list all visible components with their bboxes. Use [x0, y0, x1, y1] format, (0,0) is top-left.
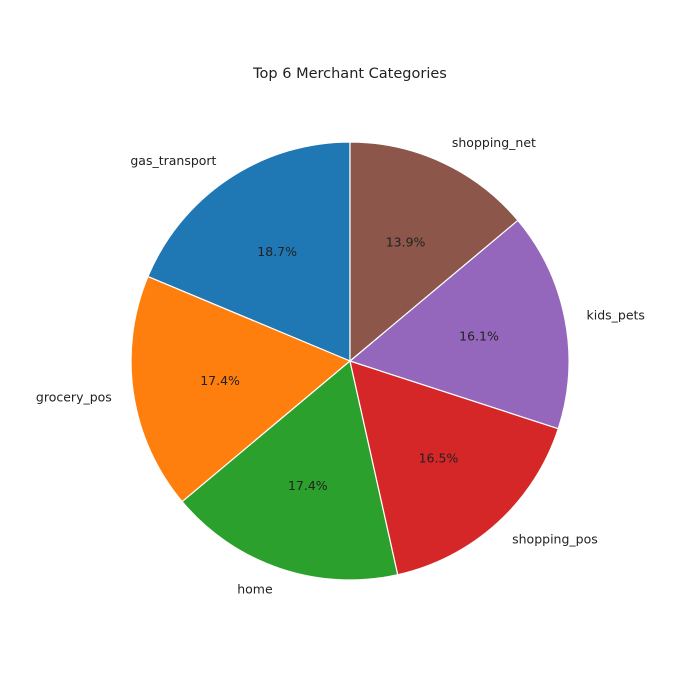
slice-percent-shopping-pos: 16.5% [419, 451, 459, 466]
pie-slice-kids-pets [348, 219, 570, 430]
slice-percent-grocery-pos: 17.4% [200, 373, 240, 388]
pie-slice-shopping-pos [349, 360, 560, 576]
slice-label-gas-transport: gas_transport [130, 153, 216, 168]
pie-slices [130, 141, 570, 581]
pie-slice-shopping-net [349, 141, 519, 363]
pie-slice-grocery-pos [130, 275, 352, 503]
slice-percent-shopping-net: 13.9% [386, 234, 426, 249]
slice-percent-gas-transport: 18.7% [257, 244, 297, 259]
slice-label-shopping-net: shopping_net [452, 135, 536, 150]
slice-label-kids-pets: kids_pets [586, 308, 644, 323]
pie-slice-gas-transport [147, 141, 351, 362]
chart-title: Top 6 Merchant Categories [252, 66, 447, 82]
slice-label-shopping-pos: shopping_pos [512, 532, 598, 547]
pie-labels: gas_transport 18.7% grocery_pos 17.4% home 17… [36, 135, 645, 596]
pie-slice-home [181, 359, 399, 581]
slice-label-grocery-pos: grocery_pos [36, 390, 112, 405]
slice-percent-kids-pets: 16.1% [459, 328, 499, 343]
slice-percent-home: 17.4% [288, 478, 328, 493]
slice-label-home: home [237, 582, 273, 597]
